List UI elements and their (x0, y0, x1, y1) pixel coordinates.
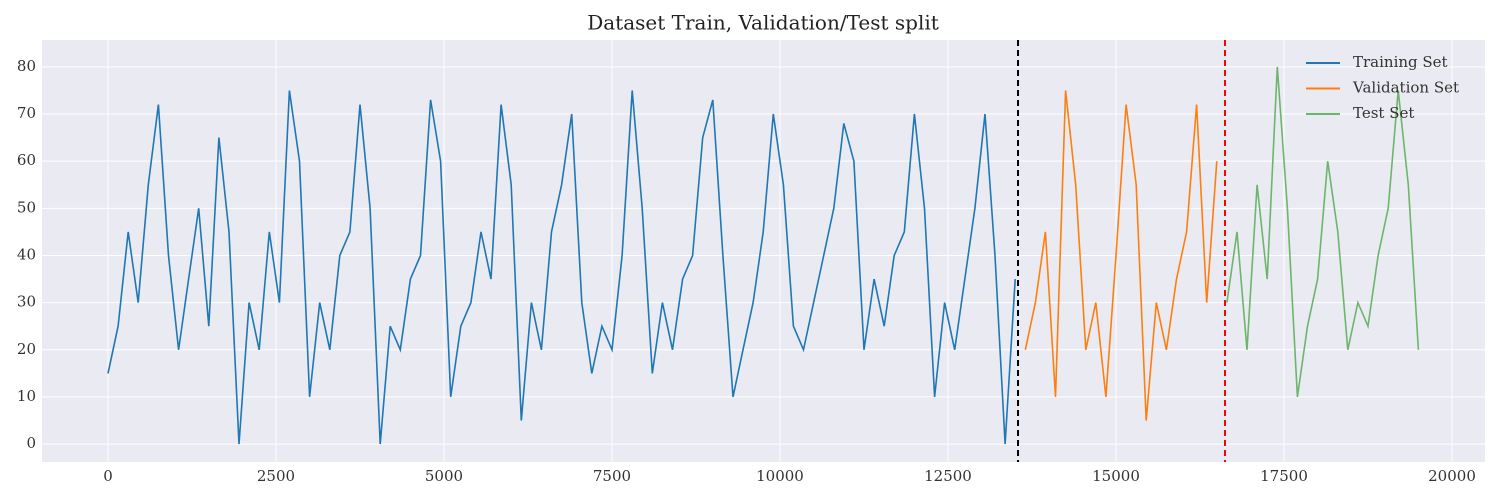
y-tick-label: 40 (17, 245, 36, 263)
y-tick-label: 60 (17, 151, 36, 169)
x-tick-label: 20000 (1428, 467, 1476, 485)
series-line (1226, 66, 1420, 398)
x-tick-label: 5000 (425, 467, 463, 485)
y-tick-label: 0 (26, 434, 36, 452)
y-tick-label: 50 (17, 198, 36, 216)
x-tick-label: 15000 (1092, 467, 1140, 485)
y-tick-label: 10 (17, 387, 36, 405)
y-tick-label: 20 (17, 340, 36, 358)
x-tick-label: 17500 (1260, 467, 1308, 485)
y-tick-label: 30 (17, 293, 36, 311)
legend-label: Training Set (1353, 53, 1448, 71)
x-tick-label: 10000 (756, 467, 804, 485)
legend-label: Test Set (1353, 104, 1414, 122)
x-tick-label: 7500 (593, 467, 631, 485)
chart-title: Dataset Train, Validation/Test split (587, 11, 939, 35)
x-tick-label: 2500 (257, 467, 295, 485)
series-line (1024, 90, 1218, 421)
x-tick-label: 12500 (924, 467, 972, 485)
y-tick-label: 80 (17, 57, 36, 75)
legend-label: Validation Set (1352, 79, 1459, 97)
y-tick-label: 70 (17, 104, 36, 122)
x-tick-label: 0 (103, 467, 113, 485)
series-line (107, 90, 1016, 445)
